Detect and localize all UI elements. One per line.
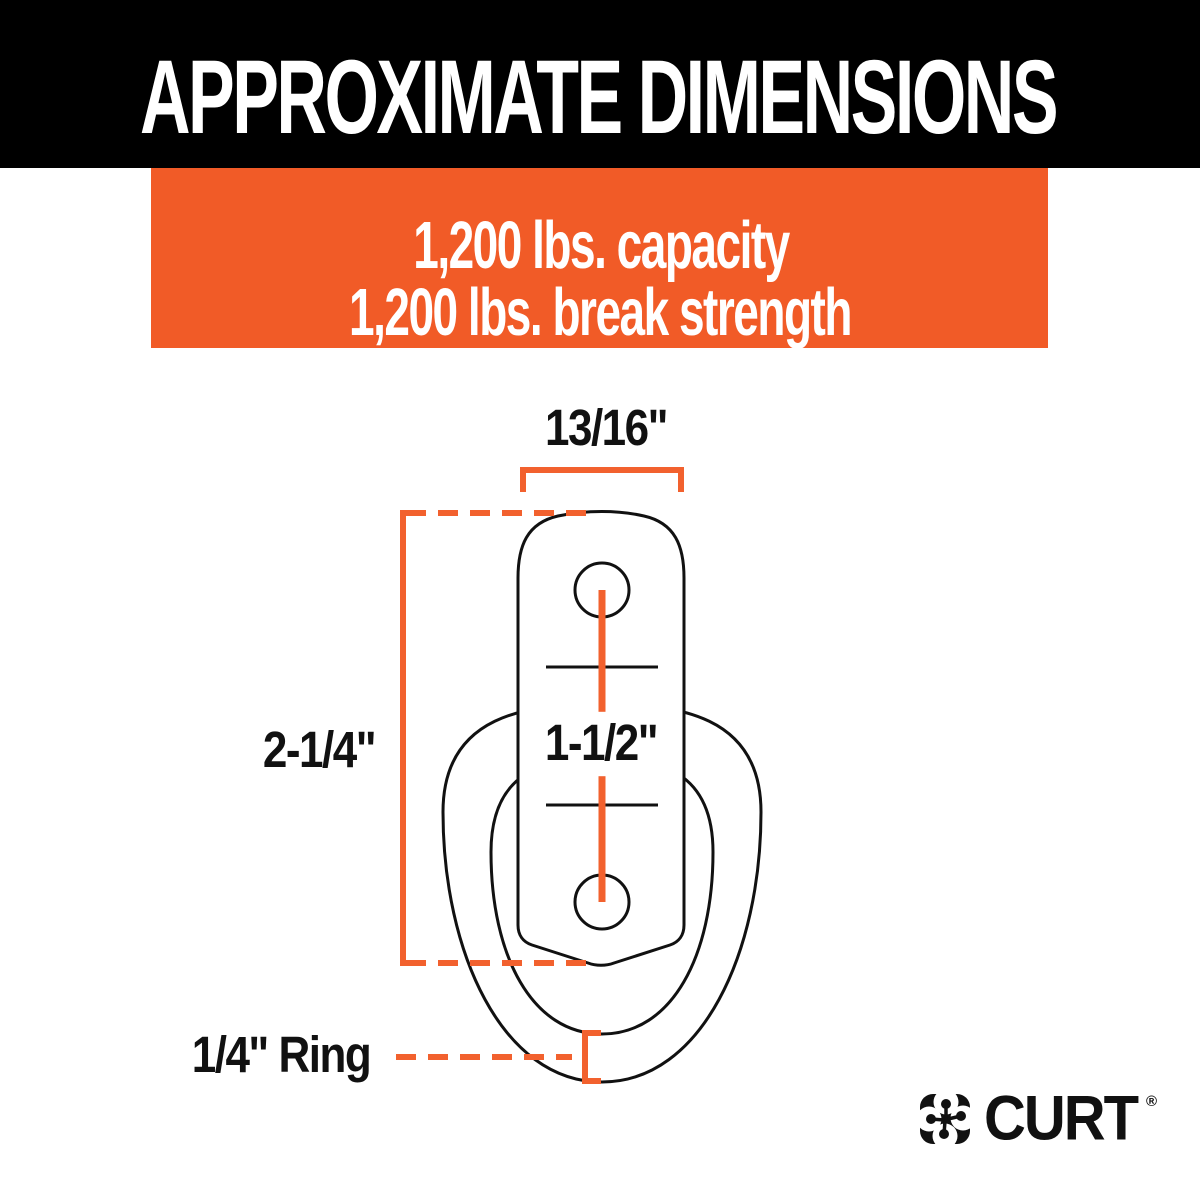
ring-thickness-bracket	[582, 1030, 601, 1084]
d-ring-outline	[441, 702, 763, 1084]
overall-height-label: 2-1/4"	[262, 722, 377, 779]
hole-spacing-label: 1-1/2"	[534, 711, 668, 777]
brand-logo: CURT ®	[918, 1087, 1164, 1150]
width-dimension-bracket	[520, 467, 684, 492]
header-banner: APPROXIMATE DIMENSIONS	[0, 0, 1200, 168]
ring-thickness-label: 1/4" Ring	[191, 1027, 372, 1084]
brand-logo-icon	[918, 1092, 972, 1146]
plate-width-label: 13/16"	[545, 400, 668, 457]
capacity-text: 1,200 lbs. capacity	[413, 207, 790, 283]
brand-logo-text: CURT	[984, 1083, 1139, 1154]
spec-banner	[151, 168, 1048, 348]
break-strength-text: 1,200 lbs. break strength	[349, 274, 852, 350]
page-title: APPROXIMATE DIMENSIONS	[139, 38, 1059, 156]
registered-trademark-icon: ®	[1146, 1093, 1158, 1110]
